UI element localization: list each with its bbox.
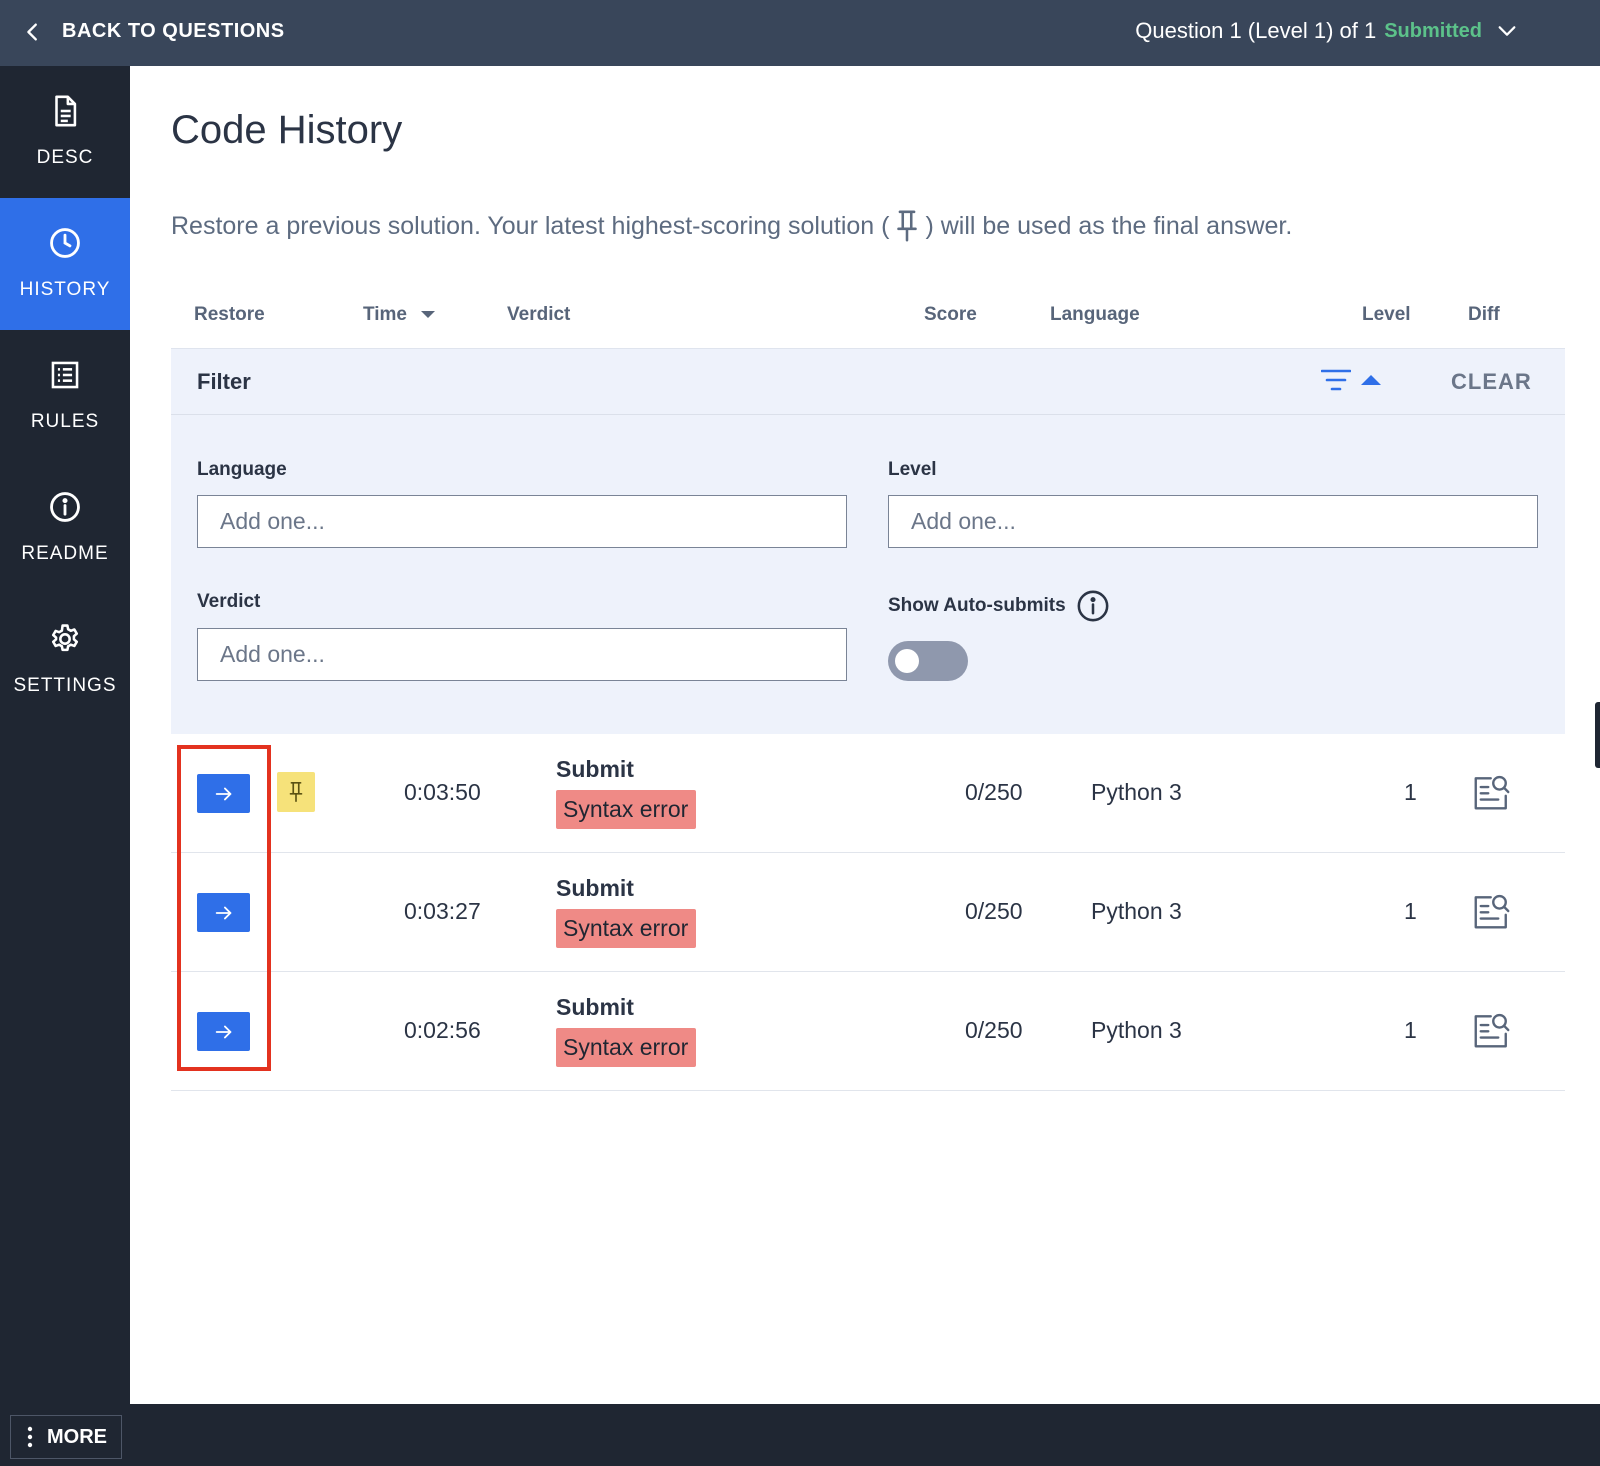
verdict-filter-input[interactable] xyxy=(197,628,847,681)
sidebar-item-label: DESC xyxy=(36,147,94,168)
row-score: 0/250 xyxy=(965,1017,1023,1043)
description-text-start: Restore a previous solution. Your latest… xyxy=(171,211,890,240)
auto-submits-toggle[interactable] xyxy=(888,641,968,681)
row-level: 1 xyxy=(1404,1017,1417,1043)
header-language: Language xyxy=(1050,304,1140,325)
level-filter-label: Level xyxy=(888,459,937,480)
restore-button[interactable] xyxy=(197,774,250,813)
sidebar-item-label: SETTINGS xyxy=(13,675,117,696)
table-row: 0:03:50 Submit Syntax error 0/250 Python… xyxy=(171,734,1565,853)
row-verdict-type: Submit xyxy=(556,875,634,901)
pin-icon xyxy=(289,782,303,802)
chevron-left-icon xyxy=(27,22,37,41)
question-selector[interactable]: Question 1 (Level 1) of 1 Submitted xyxy=(1135,18,1518,44)
table-row: 0:02:56 Submit Syntax error 0/250 Python… xyxy=(171,972,1565,1091)
sidebar: DESC HISTORY RULES README SETTINGS xyxy=(0,66,130,1404)
filter-panel: Filter CLEAR Language Level Verdict Show… xyxy=(171,348,1565,734)
header-level: Level xyxy=(1362,304,1411,325)
filter-header: Filter CLEAR xyxy=(171,349,1565,415)
diff-icon[interactable] xyxy=(1473,772,1511,812)
row-time: 0:02:56 xyxy=(404,1017,481,1043)
row-verdict-type: Submit xyxy=(556,756,634,782)
header-time[interactable]: Time xyxy=(363,304,436,326)
description-text-end: ) will be used as the final answer. xyxy=(925,211,1293,240)
row-score: 0/250 xyxy=(965,898,1023,924)
chevron-down-icon[interactable] xyxy=(1496,20,1518,42)
language-filter-input[interactable] xyxy=(197,495,847,548)
row-time: 0:03:27 xyxy=(404,898,481,924)
row-language: Python 3 xyxy=(1091,1017,1182,1043)
row-verdict-badge: Syntax error xyxy=(556,1028,697,1067)
level-filter-input[interactable] xyxy=(888,495,1538,548)
language-filter-label: Language xyxy=(197,459,287,480)
info-icon[interactable] xyxy=(1076,589,1110,623)
verdict-filter-label: Verdict xyxy=(197,591,261,612)
row-language: Python 3 xyxy=(1091,779,1182,805)
sidebar-item-readme[interactable]: README xyxy=(0,462,130,594)
row-level: 1 xyxy=(1404,898,1417,924)
page-title: Code History xyxy=(171,108,403,152)
pin-icon xyxy=(897,210,918,242)
header-diff: Diff xyxy=(1468,304,1500,325)
info-icon xyxy=(50,492,80,522)
sidebar-item-history[interactable]: HISTORY xyxy=(0,198,130,330)
row-verdict-badge: Syntax error xyxy=(556,909,697,948)
sidebar-item-label: HISTORY xyxy=(19,279,111,300)
scrollbar-edge[interactable] xyxy=(1595,702,1600,768)
question-info: Question 1 (Level 1) of 1 xyxy=(1135,18,1377,43)
sidebar-item-settings[interactable]: SETTINGS xyxy=(0,594,130,726)
clear-filters-button[interactable]: CLEAR xyxy=(1451,369,1532,394)
row-language: Python 3 xyxy=(1091,898,1182,924)
main-content: Code History Restore a previous solution… xyxy=(130,66,1600,1404)
row-score: 0/250 xyxy=(965,779,1023,805)
sidebar-item-rules[interactable]: RULES xyxy=(0,330,130,462)
document-icon xyxy=(55,95,77,127)
row-time: 0:03:50 xyxy=(404,779,481,805)
caret-up-icon xyxy=(1361,375,1381,385)
pinned-badge xyxy=(277,772,315,812)
filter-toggle-button[interactable] xyxy=(1321,369,1381,391)
restore-button[interactable] xyxy=(197,1012,250,1051)
arrow-right-icon xyxy=(215,787,231,800)
sidebar-item-desc[interactable]: DESC xyxy=(0,66,130,198)
row-verdict-badge: Syntax error xyxy=(556,790,697,829)
table-row: 0:03:27 Submit Syntax error 0/250 Python… xyxy=(171,853,1565,972)
list-icon xyxy=(51,361,79,389)
bottom-bar: MORE xyxy=(0,1404,1600,1466)
header-score: Score xyxy=(924,304,977,325)
gear-icon xyxy=(51,624,79,652)
sidebar-item-label: README xyxy=(21,543,109,564)
sort-down-icon xyxy=(421,311,436,318)
page-description: Restore a previous solution. Your latest… xyxy=(171,209,1292,243)
auto-submits-label-group: Show Auto-submits xyxy=(888,589,1110,623)
status-badge: Submitted xyxy=(1384,19,1482,42)
back-label: BACK TO QUESTIONS xyxy=(62,20,285,42)
header-restore: Restore xyxy=(194,304,265,325)
diff-icon[interactable] xyxy=(1473,891,1511,931)
header-time-label: Time xyxy=(363,304,408,325)
clock-icon xyxy=(50,228,80,258)
top-bar: BACK TO QUESTIONS Question 1 (Level 1) o… xyxy=(0,0,1600,66)
arrow-right-icon xyxy=(215,1025,231,1038)
row-level: 1 xyxy=(1404,779,1417,805)
filter-icon xyxy=(1321,369,1351,391)
auto-submits-label: Show Auto-submits xyxy=(888,595,1066,616)
diff-icon[interactable] xyxy=(1473,1010,1511,1050)
filter-title: Filter xyxy=(197,369,251,394)
arrow-right-icon xyxy=(215,906,231,919)
back-to-questions-button[interactable]: BACK TO QUESTIONS xyxy=(22,20,285,43)
more-button[interactable]: MORE xyxy=(10,1415,122,1459)
toggle-knob xyxy=(895,649,919,673)
more-label: MORE xyxy=(47,1425,107,1448)
header-verdict: Verdict xyxy=(507,304,571,325)
more-vertical-icon xyxy=(27,1426,33,1448)
restore-button[interactable] xyxy=(197,893,250,932)
row-verdict-type: Submit xyxy=(556,994,634,1020)
sidebar-item-label: RULES xyxy=(30,411,100,432)
